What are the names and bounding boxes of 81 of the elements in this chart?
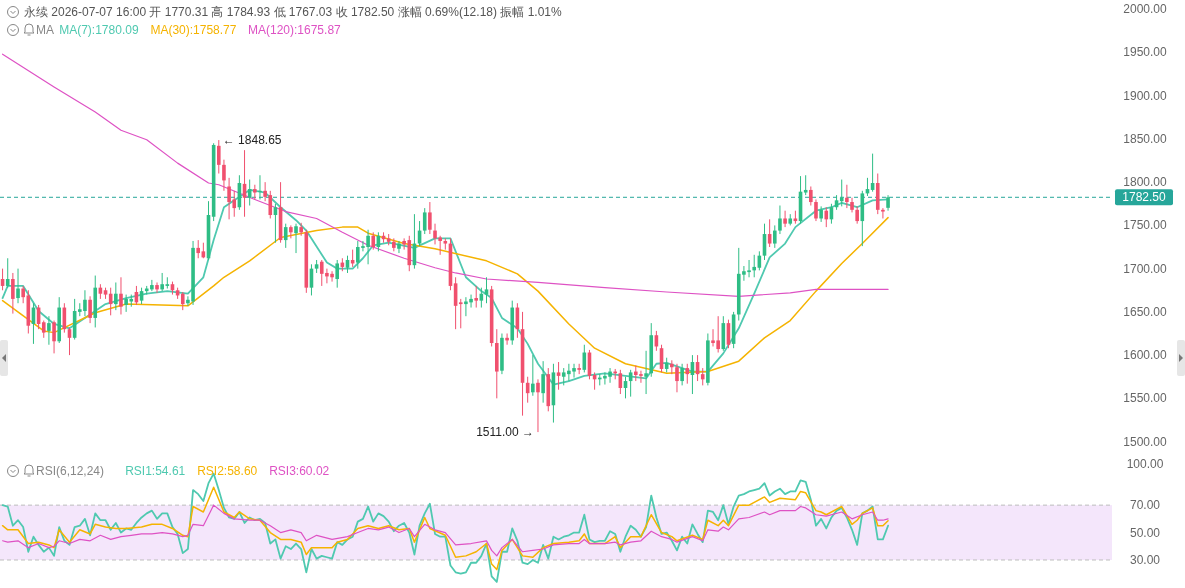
- candlestick: [458, 298, 463, 329]
- y-tick-label: 1550.00: [1123, 391, 1168, 406]
- candlestick: [824, 206, 829, 228]
- candlestick: [433, 223, 437, 245]
- line-series: [1, 504, 889, 557]
- y-tick-label: 1850.00: [1123, 131, 1168, 146]
- text: MA(120):1675.87: [248, 23, 342, 37]
- candlestick: [283, 223, 288, 249]
- candlestick: [428, 201, 432, 235]
- candlestick: [47, 315, 51, 346]
- candlestick: [180, 291, 185, 311]
- candlestick: [803, 174, 808, 196]
- series-label: RSI2:58.60: [197, 464, 258, 478]
- candlestick: [685, 363, 690, 385]
- y-tick-label: 1650.00: [1123, 304, 1168, 319]
- candlestick: [474, 285, 479, 309]
- candlestick: [119, 276, 123, 315]
- text: RSI3:60.02: [269, 464, 330, 478]
- candlestick: [11, 272, 15, 315]
- candlestick: [216, 139, 221, 175]
- candlestick: [814, 198, 818, 222]
- candlestick: [165, 276, 170, 290]
- candlestick: [531, 354, 535, 397]
- candlestick: [196, 239, 201, 259]
- y-tick-label: 30.00: [1129, 552, 1161, 567]
- candlestick: [258, 174, 262, 200]
- legend-title: MA: [36, 23, 54, 37]
- candlestick: [52, 320, 56, 354]
- candlestick: [675, 363, 679, 393]
- y-tick-label: 1800.00: [1123, 175, 1168, 190]
- line-series: [1, 53, 889, 297]
- text: MA(30):1758.77: [150, 23, 237, 37]
- candlestick: [772, 224, 777, 249]
- chart-title: 永续 2026-07-07 16:00 开 1770.31 高 1784.93 低 1767.03 收 1782.50 涨幅 0.69%(12.18) 振幅 1.01%: [24, 5, 562, 19]
- candlestick: [752, 254, 757, 278]
- candlestick: [397, 240, 401, 254]
- candlestick: [680, 363, 684, 386]
- candlestick: [809, 185, 813, 206]
- candlestick: [839, 179, 844, 207]
- y-tick-label: 1950.00: [1123, 45, 1168, 60]
- annotation: 1511.00 →: [476, 425, 534, 440]
- y-tick-label: 70.00: [1129, 498, 1161, 513]
- candlestick: [88, 295, 92, 324]
- annotation: ← 1848.65: [222, 133, 282, 148]
- candlestick: [778, 205, 782, 235]
- candlestick: [222, 159, 226, 192]
- line-series: [1, 189, 889, 386]
- candlestick: [484, 276, 489, 304]
- legend-title: RSI(6,12,24): [36, 464, 105, 478]
- candlestick: [155, 281, 159, 294]
- y-tick-label: 1500.00: [1123, 434, 1168, 449]
- candlestick: [845, 184, 849, 209]
- candlestick: [438, 235, 442, 256]
- candlestick: [422, 207, 427, 235]
- candlestick: [556, 361, 561, 391]
- candlestick: [160, 272, 164, 292]
- text: MA(7):1780.09: [59, 23, 139, 37]
- y-tick-label: 100.00: [1126, 457, 1164, 471]
- candlestick: [5, 257, 10, 289]
- line-series: [1, 216, 889, 375]
- candlestick: [783, 210, 787, 228]
- y-tick-label: 1700.00: [1123, 261, 1168, 276]
- y-tick-label: 1900.00: [1123, 88, 1168, 103]
- candlestick: [150, 279, 154, 292]
- candlestick: [819, 205, 823, 223]
- candlestick: [289, 224, 293, 239]
- candlestick: [881, 207, 885, 219]
- line-series: [1, 486, 889, 571]
- candlestick: [335, 259, 340, 289]
- series-label: RSI1:54.61: [125, 464, 186, 478]
- candlestick: [114, 281, 118, 311]
- y-tick-label: 1750.00: [1123, 218, 1168, 233]
- y-tick-label: 1600.00: [1123, 348, 1168, 363]
- candlestick: [536, 378, 540, 433]
- candlestick: [294, 223, 298, 254]
- y-tick-label: 50.00: [1129, 525, 1161, 540]
- candlestick: [644, 350, 648, 395]
- candlestick: [16, 268, 20, 304]
- y-tick-label: 2000.00: [1123, 2, 1168, 17]
- ref-line-label: 1782.50: [1122, 190, 1167, 205]
- candlestick: [541, 360, 545, 404]
